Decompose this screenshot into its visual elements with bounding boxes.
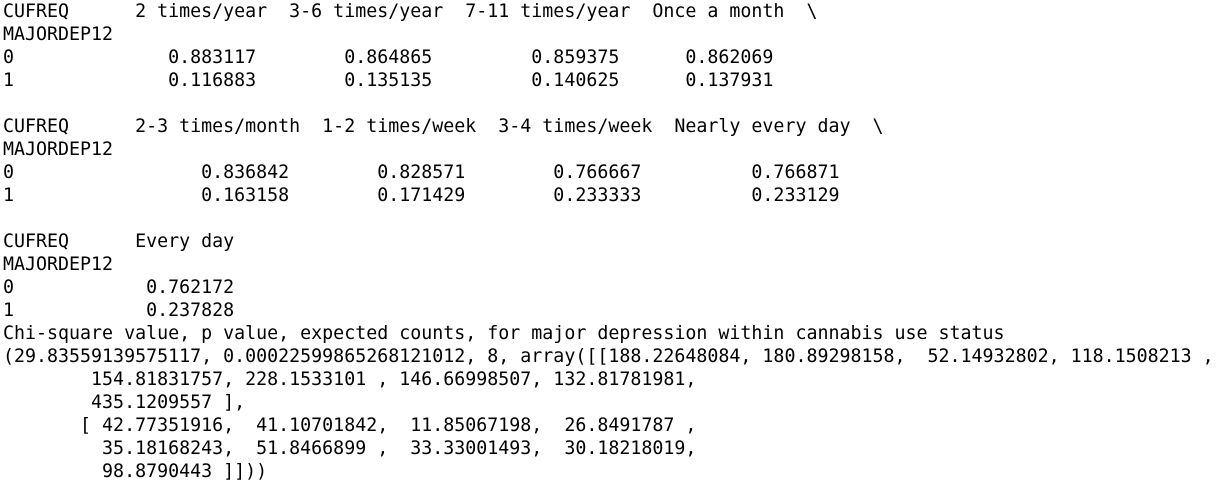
output-line: CUFREQ Every day xyxy=(3,231,235,252)
output-line: MAJORDEP12 xyxy=(3,24,114,45)
output-line: MAJORDEP12 xyxy=(3,254,114,275)
console-output: CUFREQ 2 times/year 3-6 times/year 7-11 … xyxy=(3,0,1214,482)
output-line: Chi-square value, p value, expected coun… xyxy=(3,323,1005,344)
output-line: 435.1209557 ], xyxy=(3,392,246,413)
output-line: 1 0.237828 xyxy=(3,300,235,321)
output-line: CUFREQ 2-3 times/month 1-2 times/week 3-… xyxy=(3,116,884,137)
output-line xyxy=(3,207,1213,230)
output-line: CUFREQ 2 times/year 3-6 times/year 7-11 … xyxy=(3,1,818,22)
output-line: MAJORDEP12 xyxy=(3,139,114,160)
output-line: 154.81831757, 228.1533101 , 146.66998507… xyxy=(3,369,697,390)
output-line: 35.18168243, 51.8466899 , 33.33001493, 3… xyxy=(3,438,697,459)
output-line: 1 0.163158 0.171429 0.233333 0.233129 xyxy=(3,185,840,206)
output-line: 0 0.883117 0.864865 0.859375 0.862069 xyxy=(3,47,774,68)
output-line: [ 42.77351916, 41.10701842, 11.85067198,… xyxy=(3,415,697,436)
output-line: 98.8790443 ]])) xyxy=(3,461,268,482)
output-line: (29.83559139575117, 0.000225998652681210… xyxy=(3,346,1214,367)
output-line: 1 0.116883 0.135135 0.140625 0.137931 xyxy=(3,70,774,91)
output-line xyxy=(3,92,1213,115)
output-line: 0 0.762172 xyxy=(3,277,235,298)
output-line: 0 0.836842 0.828571 0.766667 0.766871 xyxy=(3,162,840,183)
